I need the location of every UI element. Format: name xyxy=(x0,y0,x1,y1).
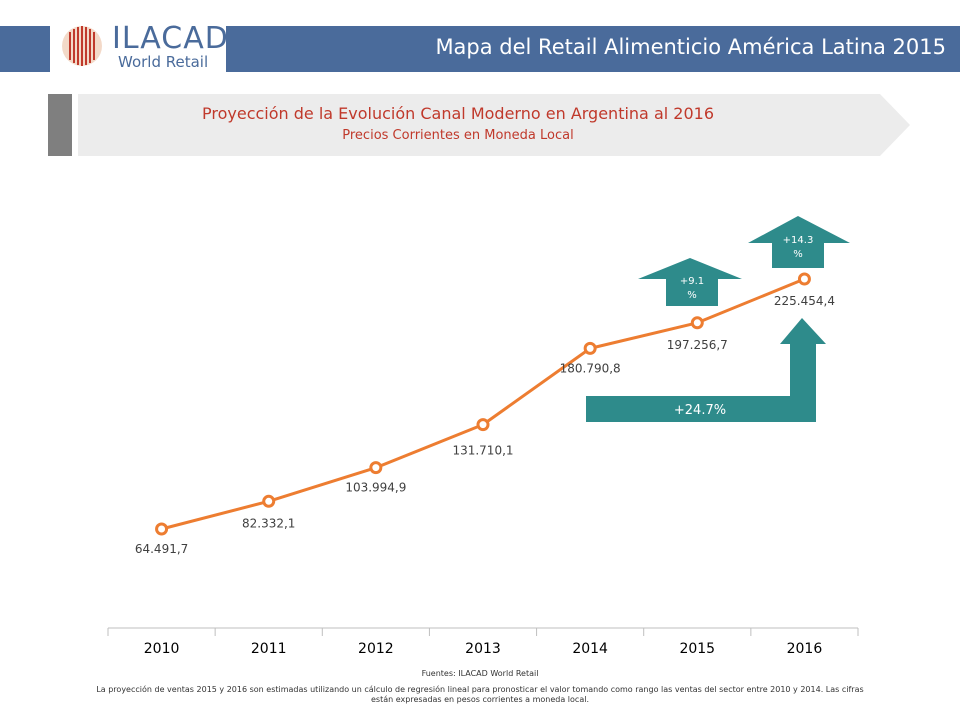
x-tick-label: 2015 xyxy=(679,641,715,657)
chart-title: Proyección de la Evolución Canal Moderno… xyxy=(202,104,714,123)
x-tick-label: 2012 xyxy=(358,641,394,657)
x-tick-label: 2016 xyxy=(787,641,823,657)
logo-globe-icon xyxy=(62,26,102,66)
data-point xyxy=(583,341,597,355)
growth-label-total: +24.7% xyxy=(674,403,726,418)
x-tick-label: 2011 xyxy=(251,641,287,657)
data-label: 197.256,7 xyxy=(667,338,728,352)
data-label: 180.790,8 xyxy=(560,361,621,375)
x-tick-label: 2014 xyxy=(572,641,608,657)
data-point xyxy=(262,494,276,508)
page-title: Mapa del Retail Alimenticio América Lati… xyxy=(435,35,946,59)
data-label: 131.710,1 xyxy=(452,444,513,458)
data-label: 82.332,1 xyxy=(242,516,295,530)
x-tick-label: 2013 xyxy=(465,641,501,657)
data-point xyxy=(690,316,704,330)
growth-arrow-total xyxy=(586,318,826,422)
x-tick-label: 2010 xyxy=(144,641,180,657)
logo-name: ILACAD xyxy=(112,21,229,56)
banner-arrow xyxy=(78,94,910,156)
growth-label-2016: +14.3% xyxy=(783,235,814,260)
data-point xyxy=(369,461,383,475)
footer-note: La proyección de ventas 2015 y 2016 son … xyxy=(96,685,864,704)
data-point xyxy=(476,418,490,432)
data-label: 64.491,7 xyxy=(135,542,188,556)
data-label: 103.994,9 xyxy=(345,481,406,495)
growth-badge-2015 xyxy=(638,258,742,306)
data-label: 225.454,4 xyxy=(774,294,835,308)
data-point xyxy=(155,522,169,536)
data-point xyxy=(797,272,811,286)
logo: ILACAD World Retail xyxy=(50,18,229,74)
growth-badge-2016 xyxy=(748,216,850,268)
logo-subtitle: World Retail xyxy=(118,53,209,71)
banner-marker xyxy=(48,94,72,156)
footer-source: Fuentes: ILACAD World Retail xyxy=(421,669,539,678)
growth-label-2015: +9.1% xyxy=(680,276,704,301)
chart-subtitle: Precios Corrientes en Moneda Local xyxy=(342,128,574,143)
